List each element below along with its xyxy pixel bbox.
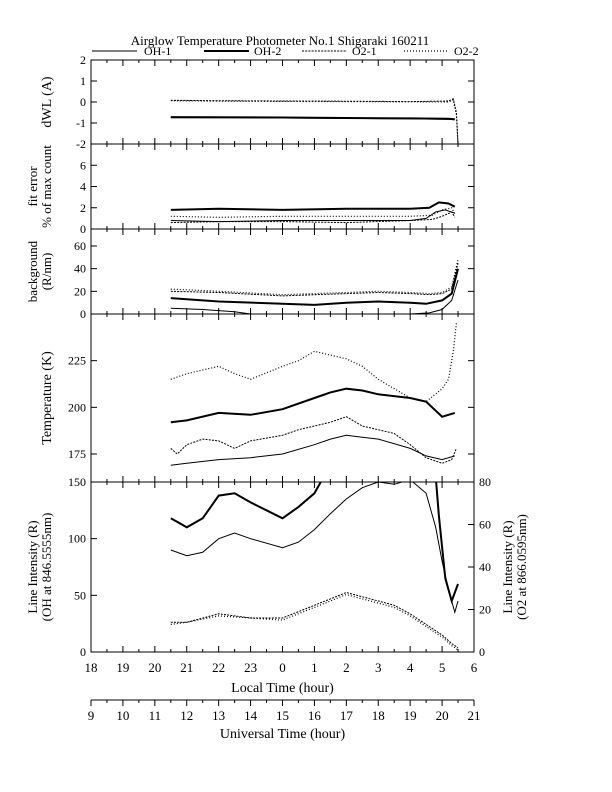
x-tick-label-local: 23 <box>244 660 257 675</box>
x-tick-label-local: 0 <box>279 660 286 675</box>
legend: OH-1 OH-2 O2-1 O2-2 <box>92 44 479 58</box>
y-axis-label: Line Intensity (R) <box>25 520 40 613</box>
legend-label-o2-1: O2-1 <box>352 44 377 58</box>
series-o2-2-background <box>170 259 459 296</box>
y-tick-label: 2 <box>80 53 86 67</box>
y-axis-label: Temperature (K) <box>40 351 55 445</box>
series-o2-1-dwl <box>170 98 459 144</box>
series-oh-1-temperature <box>170 434 455 466</box>
x-tick-label-ut: 12 <box>180 708 193 723</box>
x-tick-label-ut: 17 <box>340 708 354 723</box>
y-tick-label: 0 <box>80 222 86 236</box>
x-axis-label-ut: Universal Time (hour) <box>220 727 346 742</box>
y2-axis-label: Line Intensity (R) <box>500 520 515 613</box>
y2-axis-label: (O2 at 866.0595nm) <box>514 514 529 620</box>
y-axis-label: background <box>25 240 40 302</box>
legend-label-oh-1: OH-1 <box>144 44 171 58</box>
x-tick-label-local: 1 <box>311 660 318 675</box>
series-o2-1-background <box>170 262 459 297</box>
y-axis-label: (R/nm) <box>39 253 54 291</box>
y-tick-label: 0 <box>80 95 86 109</box>
panel-dwl: 2 1 0 -1 -2 dWL (A) <box>40 53 475 151</box>
x-tick-label-local: 21 <box>180 660 193 675</box>
x-tick-label-ut: 10 <box>116 708 129 723</box>
x-tick-label-local: 6 <box>471 660 478 675</box>
panel-frame <box>90 481 475 653</box>
y-tick-label: 50 <box>74 588 86 602</box>
x-tick-label-local: 2 <box>343 660 350 675</box>
series-oh-2-temperature <box>170 387 456 424</box>
series-o2-2-dwl <box>170 99 459 144</box>
y2-tick-label: 0 <box>479 645 485 659</box>
x-tick-label-ut: 21 <box>468 708 481 723</box>
y-tick-label: 225 <box>68 354 86 368</box>
chart-title: Airglow Temperature Photometer No.1 Shig… <box>131 33 430 48</box>
y-tick-label: 150 <box>68 475 86 489</box>
panel-background: 60 40 20 0 background (R/nm) <box>25 228 475 321</box>
y-tick-label: 200 <box>68 400 86 414</box>
y-tick-label: 4 <box>80 180 86 194</box>
series-oh-2-background <box>170 268 459 306</box>
series-oh-1-line-intensity <box>170 482 459 615</box>
panel-frame <box>90 228 475 315</box>
y-tick-label: 0 <box>80 645 86 659</box>
y-tick-label: 2 <box>80 201 86 215</box>
series-oh-2-line-intensity <box>170 482 459 605</box>
x-tick-label-local: 19 <box>116 660 129 675</box>
panel-temperature: 225 200 175 Temperature (K) <box>40 313 475 483</box>
series-o2-1-temperature <box>170 416 457 464</box>
x-tick-label-ut: 15 <box>276 708 289 723</box>
y2-tick-label: 80 <box>479 475 491 489</box>
x-tick-label-ut: 19 <box>404 708 417 723</box>
y-tick-label: 60 <box>74 239 86 253</box>
x-tick-label-ut: 13 <box>212 708 225 723</box>
x-tick-label-ut: 11 <box>149 708 162 723</box>
y-tick-label: 6 <box>80 158 86 172</box>
legend-label-o2-2: O2-2 <box>454 44 479 58</box>
series-oh-2-fit-error <box>170 201 456 211</box>
series-o2-2-line-intensity <box>170 593 459 651</box>
x-tick-label-ut: 16 <box>308 708 322 723</box>
y-tick-label: -2 <box>76 137 86 151</box>
x-tick-label-ut: 14 <box>244 708 258 723</box>
panel-fit-error: 6 4 2 0 fit error% of max count <box>25 143 475 236</box>
series-oh-1-fit-error <box>170 209 455 223</box>
series-o2-2-temperature <box>170 323 457 403</box>
y-axis-label: fit error <box>25 166 40 207</box>
series-o2-2-fit-error <box>170 207 456 218</box>
y-tick-label: 40 <box>74 262 86 276</box>
x-tick-label-ut: 18 <box>372 708 385 723</box>
series-oh-2-dwl <box>170 116 455 121</box>
y-tick-label: 20 <box>74 284 86 298</box>
y-tick-label: 1 <box>80 74 86 88</box>
series-o2-1-fit-error <box>170 211 456 224</box>
x-tick-label-local: 22 <box>212 660 225 675</box>
series-oh-1-background <box>170 279 459 314</box>
y-tick-label: 0 <box>80 307 86 321</box>
y2-tick-label: 60 <box>479 518 491 532</box>
y-axis-label: (OH at 846.5555nm) <box>39 513 54 622</box>
y2-tick-label: 40 <box>479 560 491 574</box>
x-axis-label-local: Local Time (hour) <box>231 681 334 696</box>
y-axis-label: % of max count <box>39 145 54 228</box>
x-tick-label-local: 20 <box>148 660 161 675</box>
x-tick-label-ut: 9 <box>88 708 95 723</box>
legend-label-oh-2: OH-2 <box>254 44 281 58</box>
y2-tick-label: 20 <box>479 603 491 617</box>
x-tick-label-local: 3 <box>375 660 382 675</box>
y-tick-label: 100 <box>68 532 86 546</box>
y-tick-label: -1 <box>76 116 86 130</box>
x-tick-label-local: 4 <box>407 660 414 675</box>
panel-frame <box>90 313 475 483</box>
y-tick-label: 175 <box>68 447 86 461</box>
y-axis-label: dWL (A) <box>40 76 55 128</box>
x-tick-label-local: 18 <box>85 660 98 675</box>
series-o2-1-line-intensity <box>170 591 459 649</box>
x-tick-label-local: 5 <box>439 660 446 675</box>
x-tick-label-ut: 20 <box>436 708 449 723</box>
